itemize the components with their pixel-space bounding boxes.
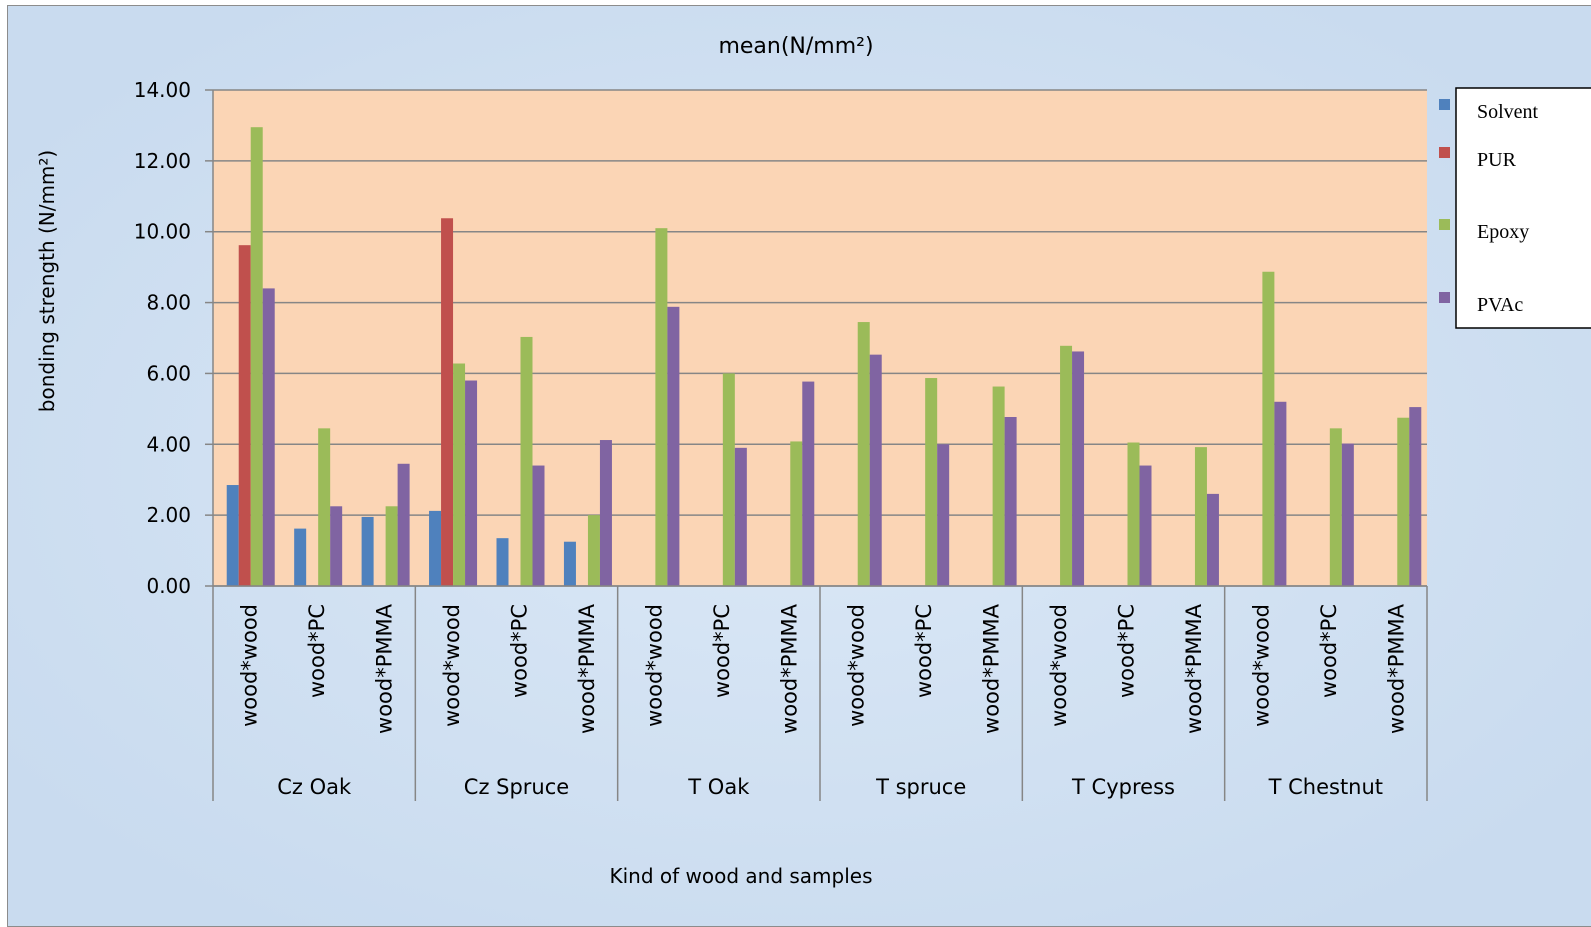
bar-pvac	[937, 444, 950, 586]
y-tick-label: 14.00	[134, 78, 191, 102]
legend-box	[1455, 87, 1591, 329]
legend-swatch-pur	[1439, 147, 1450, 158]
bar-epoxy	[587, 515, 600, 586]
x-tick-label: wood*PC	[1115, 604, 1139, 698]
x-tick-label: wood*PC	[508, 604, 532, 698]
bar-pvac	[465, 380, 478, 586]
bar-pvac	[397, 463, 410, 586]
bar-chart: mean(N/mm²) 0.00 2.00 4.00 6.00 8.00 10.00 12.…	[8, 6, 1591, 926]
x-group-label: Cz Spruce	[464, 775, 569, 799]
x-tick-label: wood*PMMA	[980, 603, 1004, 734]
bar-solvent	[294, 528, 307, 586]
legend-label-pvac: PVAc	[1477, 294, 1523, 316]
bar-epoxy	[250, 127, 263, 586]
bar-epoxy	[655, 228, 668, 586]
legend: Solvent PUR Epoxy PVAc	[1439, 87, 1591, 329]
bar-pvac	[869, 354, 882, 586]
x-tick-label: wood*PMMA	[1384, 603, 1408, 734]
x-tick-label: wood*PMMA	[1182, 603, 1206, 734]
bar-solvent	[563, 541, 576, 586]
x-axis-label: Kind of wood and samples	[609, 864, 872, 888]
x-tick-label: wood*wood	[238, 604, 262, 727]
bar-pur	[441, 218, 454, 586]
bar-epoxy	[857, 322, 870, 586]
bar-solvent	[429, 510, 442, 586]
bar-epoxy	[992, 386, 1005, 586]
legend-swatch-pvac	[1439, 292, 1450, 303]
y-tick-label: 4.00	[146, 432, 191, 456]
x-group-label: T Cypress	[1071, 775, 1175, 799]
bar-epoxy	[1127, 442, 1140, 586]
y-tick-label: 8.00	[146, 291, 191, 315]
x-tick-label: wood*wood	[1047, 604, 1071, 727]
y-axis-label: bonding strength (N/mm²)	[35, 150, 59, 412]
bar-epoxy	[1329, 428, 1342, 586]
plot-area	[213, 90, 1427, 586]
bar-pvac	[1004, 417, 1017, 586]
x-group-label: Cz Oak	[277, 775, 352, 799]
bar-pvac	[330, 506, 343, 586]
x-tick-label: wood*PMMA	[373, 603, 397, 734]
bar-epoxy	[1397, 417, 1410, 586]
x-tick-label: wood*PC	[1317, 604, 1341, 698]
bar-solvent	[361, 516, 374, 586]
x-group-label: T spruce	[875, 775, 966, 799]
y-tick-label: 2.00	[146, 503, 191, 527]
x-tick-label: wood*PC	[305, 604, 329, 698]
legend-label-pur: PUR	[1477, 149, 1517, 171]
bar-pvac	[1341, 443, 1354, 586]
bar-epoxy	[385, 506, 398, 586]
bar-pvac	[667, 306, 680, 586]
chart-frame: mean(N/mm²) 0.00 2.00 4.00 6.00 8.00 10.00 12.…	[7, 5, 1591, 927]
x-group-label: T Chestnut	[1268, 775, 1383, 799]
x-tick-label: wood*wood	[440, 604, 464, 727]
bar-pvac	[1206, 493, 1219, 586]
bars	[226, 127, 1422, 587]
gridlines	[213, 89, 1427, 587]
x-tick-label: wood*wood	[1249, 604, 1273, 727]
x-tick-label: wood*wood	[642, 604, 666, 727]
bar-epoxy	[790, 441, 803, 586]
y-tick-label: 12.00	[134, 149, 191, 173]
x-tick-label: wood*PMMA	[575, 603, 599, 734]
bar-epoxy	[318, 428, 331, 586]
x-tick-label: wood*PC	[710, 604, 734, 698]
y-axis-ticks: 0.00 2.00 4.00 6.00 8.00 10.00 12.00 14.00	[134, 78, 214, 598]
y-tick-label: 6.00	[146, 361, 191, 385]
bar-pvac	[734, 447, 747, 586]
x-axis: wood*wood wood*PC wood*PMMA wood*wood wood*P…	[212, 585, 1428, 801]
chart-title: mean(N/mm²)	[718, 34, 873, 59]
bar-solvent	[226, 485, 239, 586]
y-tick-label: 10.00	[134, 220, 191, 244]
bar-pvac	[802, 381, 815, 586]
bar-epoxy	[1194, 447, 1207, 586]
bar-pvac	[1072, 351, 1085, 586]
bar-epoxy	[453, 363, 466, 586]
x-group-label: T Oak	[687, 775, 750, 799]
bar-pvac	[262, 288, 275, 586]
bar-pvac	[1274, 401, 1287, 586]
bar-epoxy	[925, 378, 938, 586]
x-tick-label: wood*PMMA	[777, 603, 801, 734]
x-tick-label: wood*PC	[912, 604, 936, 698]
legend-label-epoxy: Epoxy	[1477, 221, 1529, 243]
legend-swatch-solvent	[1439, 99, 1450, 110]
bar-pvac	[532, 465, 545, 586]
legend-label-solvent: Solvent	[1477, 101, 1539, 123]
bar-pur	[238, 245, 251, 587]
bar-pvac	[1409, 407, 1422, 586]
bar-pvac	[1139, 465, 1152, 586]
y-tick-label: 0.00	[146, 574, 191, 598]
x-tick-label: wood*wood	[845, 604, 869, 727]
legend-swatch-epoxy	[1439, 219, 1450, 230]
bar-epoxy	[722, 373, 735, 586]
bar-pvac	[599, 440, 612, 586]
bar-solvent	[496, 538, 509, 586]
bar-epoxy	[1262, 271, 1275, 586]
bar-epoxy	[520, 336, 533, 586]
bar-epoxy	[1060, 345, 1073, 586]
